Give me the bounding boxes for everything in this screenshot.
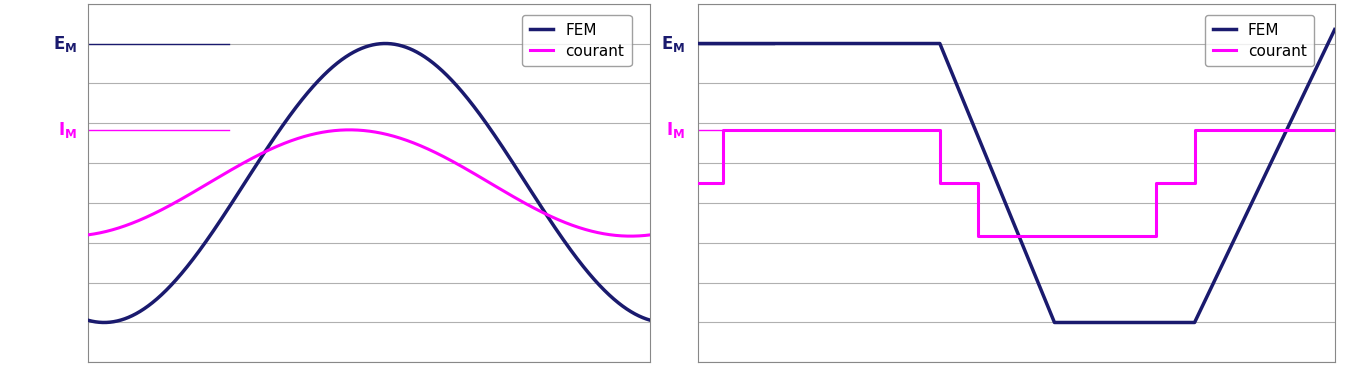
Legend: FEM, courant: FEM, courant (1205, 15, 1314, 66)
Text: $\mathbf{E_M}$: $\mathbf{E_M}$ (53, 34, 77, 53)
Legend: FEM, courant: FEM, courant (522, 15, 631, 66)
Text: $\mathbf{I_M}$: $\mathbf{I_M}$ (667, 120, 686, 140)
Text: $\mathbf{I_M}$: $\mathbf{I_M}$ (58, 120, 77, 140)
Text: $\mathbf{E_M}$: $\mathbf{E_M}$ (661, 34, 686, 53)
